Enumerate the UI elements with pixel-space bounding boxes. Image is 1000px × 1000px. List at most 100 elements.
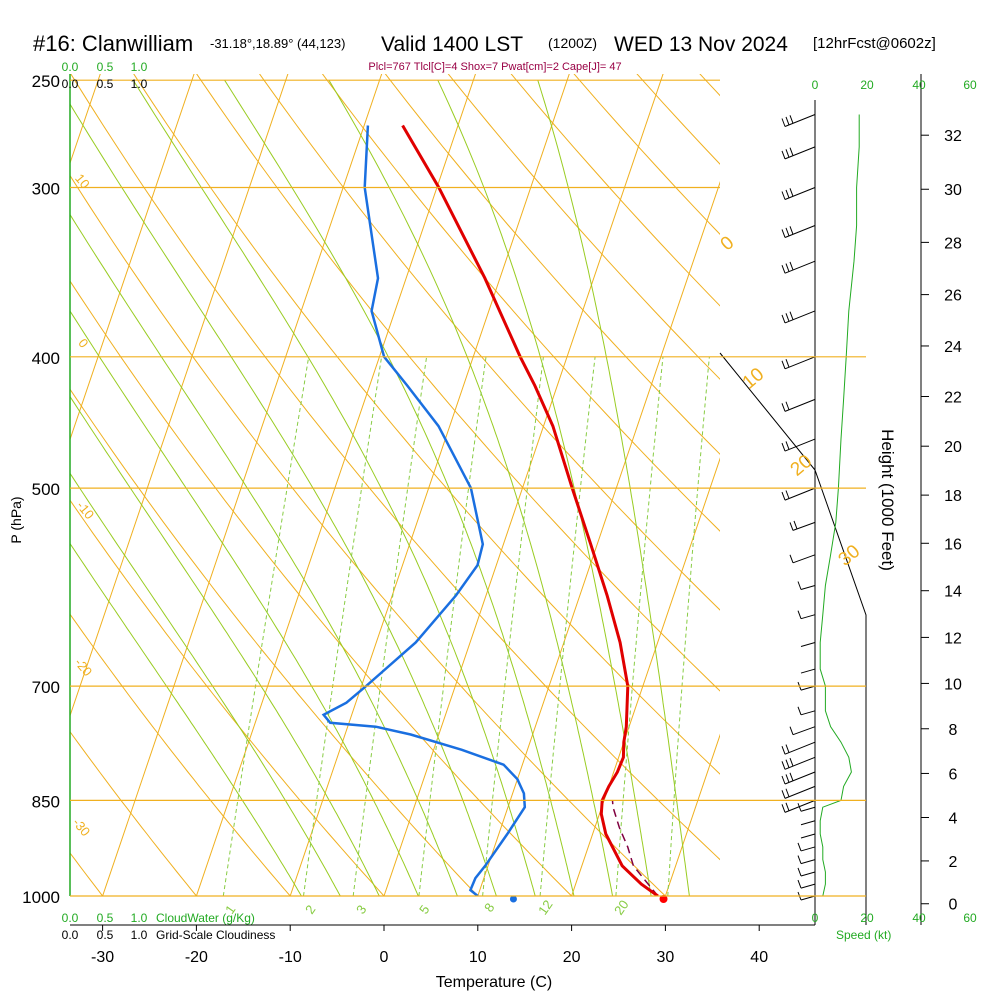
isotherm-line [383, 74, 664, 896]
isotherm-line [70, 74, 289, 718]
mixing-ratio-line [482, 356, 544, 896]
dry-adiabat-line [133, 74, 720, 775]
wind-speed-tick-bottom: 60 [963, 911, 977, 925]
wind-barb [800, 614, 816, 620]
wind-barb-flag [781, 491, 786, 501]
dry-adiabat-label: -20 [72, 655, 96, 679]
wind-barb-flag [789, 522, 794, 531]
wind-barb [792, 554, 816, 564]
wind-barb-flag [785, 774, 790, 783]
wind-barb-flag [785, 227, 790, 237]
height-tick-label: 32 [944, 128, 962, 145]
wind-barb [784, 114, 816, 127]
height-tick-label: 0 [949, 897, 958, 914]
height-tick-label: 8 [949, 722, 958, 739]
height-tick-label: 4 [949, 810, 958, 827]
cloud-water-tick-top: 0.0 [62, 60, 79, 74]
wind-barb [800, 883, 816, 889]
wind-barb [784, 260, 816, 274]
x-tick-label: 0 [380, 949, 389, 966]
cloud-water-tick-bottom: 0.0 [62, 911, 79, 925]
dry-adiabat-line [196, 74, 720, 692]
wind-barb-flag [781, 191, 786, 200]
wind-barb [800, 871, 816, 877]
cloud-water-tick-bottom: 0.5 [97, 911, 114, 925]
pressure-tick-850: 850 [32, 792, 60, 811]
wind-barb-flag [797, 610, 802, 619]
wind-barb [784, 785, 816, 799]
wind-barb-flag [789, 772, 794, 781]
dry-adiabat-label: -10 [74, 498, 98, 522]
height-tick-label: 10 [944, 676, 962, 693]
wind-barb [784, 146, 816, 160]
wind-barb-flag [797, 879, 802, 889]
wind-barb-flag [781, 150, 786, 160]
isotherm-line [195, 74, 476, 896]
wind-barb-flag [781, 790, 786, 799]
mixing-ratio-label: 5 [416, 902, 432, 917]
dry-adiabat-line [70, 280, 573, 896]
cloudiness-tick-top: 0.0 [62, 77, 79, 91]
wind-speed-tick-bottom: 20 [860, 911, 874, 925]
moist-adiabat-line [70, 103, 497, 896]
surface-temperature-marker [659, 895, 668, 903]
y-axis-label: P (hPa) [8, 496, 24, 543]
utc-time: (1200Z) [548, 35, 597, 51]
isotherm-line [289, 74, 570, 896]
wind-barb [800, 642, 816, 647]
height-axis-label: Height (1000 Feet) [878, 429, 897, 571]
wind-barb [784, 487, 816, 501]
mixing-ratio-line [303, 356, 383, 896]
wind-barb-flag [781, 264, 786, 274]
wind-barb-flag [789, 311, 794, 320]
wind-barb-flag [797, 803, 802, 812]
stability-indices: Plcl=767 Tlcl[C]=4 Shox=7 Pwat[cm]=2 Cap… [368, 61, 621, 73]
wind-barb [800, 820, 816, 826]
wind-speed-tick-top: 60 [963, 78, 977, 92]
dry-adiabat-line [70, 852, 104, 896]
wind-barb [800, 710, 816, 716]
wind-speed-tick-top: 40 [912, 78, 926, 92]
wind-barb-flag [781, 761, 786, 770]
wind-barb-flag [785, 441, 790, 450]
wind-barb [784, 310, 816, 324]
wind-barb [800, 668, 816, 674]
wind-barb-flag [781, 360, 786, 369]
moist-adiabat-line [70, 213, 458, 896]
height-tick-label: 12 [944, 630, 962, 647]
mixing-ratio-line [539, 356, 596, 896]
valid-date: WED 13 Nov 2024 [614, 33, 788, 56]
x-tick-label: 40 [750, 949, 768, 966]
wind-barb [792, 726, 816, 736]
dry-adiabat-line [70, 174, 667, 896]
pressure-tick-700: 700 [32, 678, 60, 697]
wind-barb-flag [781, 804, 786, 813]
station-coords: -31.18°,18.89° (44,123) [210, 36, 345, 51]
wind-barb-flag [785, 149, 790, 158]
parcel-trace [611, 800, 659, 896]
mixing-ratio-line [352, 356, 428, 896]
mixing-ratio-label: 2 [302, 902, 318, 917]
isotherm-label: 20 [787, 451, 817, 481]
pressure-tick-500: 500 [32, 480, 60, 499]
wind-barb-flag [781, 314, 786, 324]
background-grid [70, 74, 720, 896]
wind-barb-flag [797, 842, 802, 852]
wind-barb [784, 398, 816, 412]
wind-barb-flag [781, 118, 786, 127]
mixing-ratio-line [222, 356, 310, 896]
wind-barb [800, 806, 816, 812]
wind-barb-flag [781, 746, 786, 755]
wind-barb-flag [785, 759, 790, 768]
height-tick-label: 22 [944, 389, 962, 406]
wind-speed-tick-bottom: 40 [912, 911, 926, 925]
surface-dewpoint-marker [509, 895, 517, 903]
pressure-tick-250: 250 [32, 72, 60, 91]
wind-barb [784, 225, 816, 238]
wind-speed-label: Speed (kt) [836, 928, 891, 942]
wind-barb-flag [785, 189, 790, 199]
wind-barb [800, 846, 816, 852]
wind-barb-flag [789, 261, 794, 271]
x-tick-label: -30 [91, 949, 114, 966]
wind-barb-flag [785, 788, 790, 797]
